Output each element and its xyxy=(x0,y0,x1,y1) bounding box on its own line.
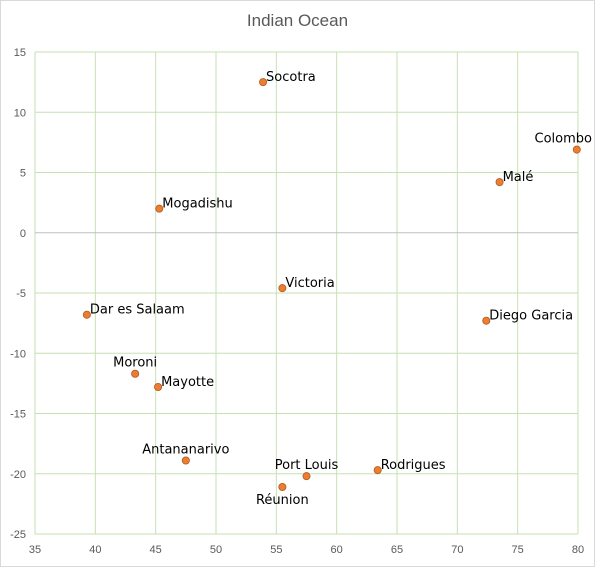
data-label: Diego Garcia xyxy=(489,309,573,324)
data-point xyxy=(154,382,163,391)
data-label: Port Louis xyxy=(275,458,339,473)
y-tick-label: 15 xyxy=(14,47,26,59)
data-label: Dar es Salaam xyxy=(90,303,185,318)
data-point xyxy=(278,483,287,492)
data-point xyxy=(495,178,504,187)
data-point xyxy=(373,466,382,475)
data-point xyxy=(82,310,91,319)
data-point xyxy=(572,145,581,154)
data-point xyxy=(278,284,287,293)
data-point xyxy=(302,472,311,481)
x-tick-label: 35 xyxy=(29,544,41,556)
x-tick-label: 60 xyxy=(331,544,343,556)
y-tick-label: -25 xyxy=(10,529,26,541)
x-tick-label: 75 xyxy=(512,544,524,556)
data-label: Moroni xyxy=(113,356,157,371)
y-tick-label: -5 xyxy=(16,288,26,300)
x-tick-label: 80 xyxy=(572,544,584,556)
data-label: Réunion xyxy=(256,493,309,508)
data-point xyxy=(181,456,190,465)
data-label: Malé xyxy=(503,170,534,185)
y-tick-label: -10 xyxy=(10,348,26,360)
y-tick-label: -20 xyxy=(10,469,26,481)
data-label: Colombo xyxy=(535,132,593,147)
y-tick-label: 10 xyxy=(14,107,26,119)
data-point xyxy=(482,316,491,325)
chart-title: Indian Ocean xyxy=(246,11,349,30)
y-tick-label: 0 xyxy=(20,228,26,240)
x-tick-label: 40 xyxy=(89,544,101,556)
x-tick-label: 45 xyxy=(150,544,162,556)
data-label: Antananarivo xyxy=(142,442,229,457)
x-tick-label: 50 xyxy=(210,544,222,556)
data-point xyxy=(259,78,268,87)
data-label: Mogadishu xyxy=(162,197,233,212)
x-tick-label: 55 xyxy=(270,544,282,556)
data-point xyxy=(131,369,140,378)
y-tick-label: 5 xyxy=(20,168,26,180)
data-label: Mayotte xyxy=(161,375,214,390)
x-tick-label: 65 xyxy=(391,544,403,556)
x-tick-label: 70 xyxy=(451,544,463,556)
y-tick-label: -15 xyxy=(10,409,26,421)
data-label: Rodrigues xyxy=(381,458,446,473)
data-label: Socotra xyxy=(266,70,316,85)
data-point xyxy=(155,204,164,213)
data-label: Victoria xyxy=(285,276,334,291)
